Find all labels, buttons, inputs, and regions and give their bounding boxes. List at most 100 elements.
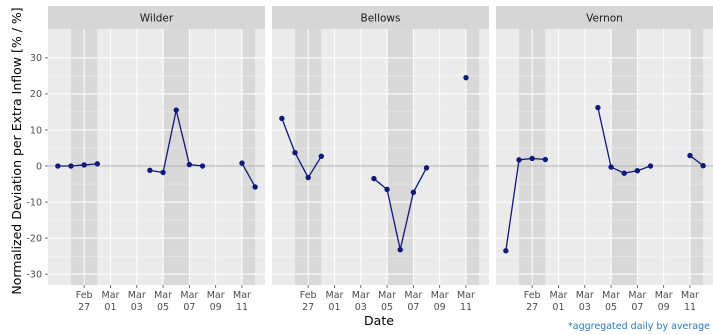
- shaded-band: [689, 29, 704, 285]
- x-tick-label: Mar: [602, 290, 620, 301]
- facet-strip: [272, 6, 489, 29]
- facet-label: Bellows: [361, 13, 401, 25]
- x-tick-label: Mar: [457, 290, 475, 301]
- x-tick-label: 03: [355, 302, 367, 313]
- series-line: [57, 163, 98, 167]
- x-tick-label: Mar: [233, 290, 251, 301]
- x-tick-label: Mar: [207, 290, 225, 301]
- x-tick-label: 01: [104, 302, 116, 313]
- data-point: [199, 163, 206, 169]
- data-point: [239, 160, 245, 166]
- y-tick-label: 0: [36, 161, 42, 172]
- x-tick-label: 05: [157, 302, 169, 313]
- data-point: [81, 162, 87, 168]
- footnote: *aggregated daily by average: [568, 321, 710, 332]
- data-point: [173, 107, 179, 113]
- x-tick-label: Mar: [681, 290, 699, 301]
- data-point: [542, 156, 549, 163]
- x-tick-label: 27: [302, 302, 314, 313]
- x-tick-label: Mar: [326, 290, 344, 301]
- x-axis-title: Date: [364, 313, 394, 328]
- data-point: [186, 161, 193, 168]
- facet-label: Wilder: [140, 13, 174, 25]
- shaded-band: [611, 29, 638, 285]
- x-tick-label: Mar: [378, 290, 396, 301]
- data-point: [700, 162, 706, 169]
- data-point: [55, 163, 61, 169]
- x-tick-label: 27: [78, 302, 90, 313]
- shaded-band: [387, 29, 414, 285]
- data-point: [94, 161, 101, 167]
- x-tick-label: Mar: [431, 290, 449, 301]
- x-tick-label: 01: [552, 302, 564, 313]
- x-tick-label: 03: [579, 302, 591, 313]
- data-point: [503, 248, 509, 254]
- y-tick-label: 30: [30, 53, 42, 64]
- y-tick-label: -30: [26, 269, 42, 280]
- x-tick-label: 11: [460, 302, 472, 313]
- panel-vernon: VernonFeb27Mar01Mar03Mar05Mar07Mar09Mar1…: [496, 6, 713, 313]
- data-point: [516, 157, 522, 163]
- y-axis-title: Normalized Deviation per Extra Inflow [%…: [9, 7, 24, 294]
- x-tick-label: Mar: [550, 290, 568, 301]
- x-tick-label: Mar: [154, 290, 172, 301]
- shaded-band: [241, 29, 256, 285]
- data-point: [397, 246, 403, 253]
- y-axis: -30 -20 -10 0 10 20 30: [26, 53, 48, 280]
- x-tick-label: Mar: [102, 290, 120, 301]
- data-point: [595, 104, 601, 111]
- x-tick-label: 27: [526, 302, 538, 313]
- x-tick-label: Feb: [300, 290, 317, 301]
- x-tick-label: Mar: [628, 290, 646, 301]
- series-line: [689, 155, 704, 167]
- data-point: [463, 74, 469, 81]
- y-tick-label: -10: [26, 197, 42, 208]
- x-tick-label: 09: [658, 302, 670, 313]
- x-tick-label: 01: [328, 302, 340, 313]
- y-tick-label: 20: [30, 89, 42, 100]
- shaded-band: [163, 29, 190, 285]
- x-tick-label: 05: [381, 302, 393, 313]
- x-tick-label: 07: [407, 302, 419, 313]
- x-tick-label: Feb: [524, 290, 541, 301]
- facet-strip: [496, 6, 713, 29]
- data-point: [371, 175, 377, 182]
- y-tick-label: 10: [30, 125, 42, 136]
- data-point: [410, 189, 417, 196]
- x-tick-label: Mar: [128, 290, 146, 301]
- x-tick-label: 07: [183, 302, 195, 313]
- facet-strip: [48, 6, 265, 29]
- data-point: [687, 152, 693, 159]
- x-tick-label: 05: [605, 302, 617, 313]
- data-point: [252, 184, 258, 190]
- facet-label: Vernon: [586, 13, 623, 25]
- data-point: [621, 170, 627, 176]
- data-point: [279, 115, 285, 122]
- x-tick-label: Feb: [76, 290, 93, 301]
- x-tick-label: Mar: [352, 290, 370, 301]
- data-point: [160, 169, 166, 176]
- x-tick-label: 09: [434, 302, 446, 313]
- data-point: [634, 168, 641, 174]
- data-point: [68, 163, 74, 169]
- panels-layer: WilderFeb27Mar01Mar03Mar05Mar07Mar09Mar1…: [48, 6, 713, 313]
- x-tick-label: Mar: [404, 290, 422, 301]
- x-tick-label: 11: [684, 302, 696, 313]
- data-point: [305, 174, 311, 181]
- shaded-band: [465, 29, 480, 285]
- data-point: [318, 153, 325, 159]
- series-line: [505, 157, 546, 251]
- data-point: [292, 149, 298, 156]
- panel-bellows: BellowsFeb27Mar01Mar03Mar05Mar07Mar09Mar…: [272, 6, 489, 313]
- panel-wilder: WilderFeb27Mar01Mar03Mar05Mar07Mar09Mar1…: [48, 6, 265, 313]
- x-tick-label: Mar: [180, 290, 198, 301]
- series-line: [241, 162, 256, 188]
- x-tick-label: 11: [236, 302, 248, 313]
- series-line: [281, 118, 322, 179]
- data-point: [423, 165, 430, 171]
- data-point: [384, 186, 390, 193]
- y-tick-label: -20: [26, 233, 42, 244]
- data-point: [647, 163, 654, 169]
- x-tick-label: 07: [631, 302, 643, 313]
